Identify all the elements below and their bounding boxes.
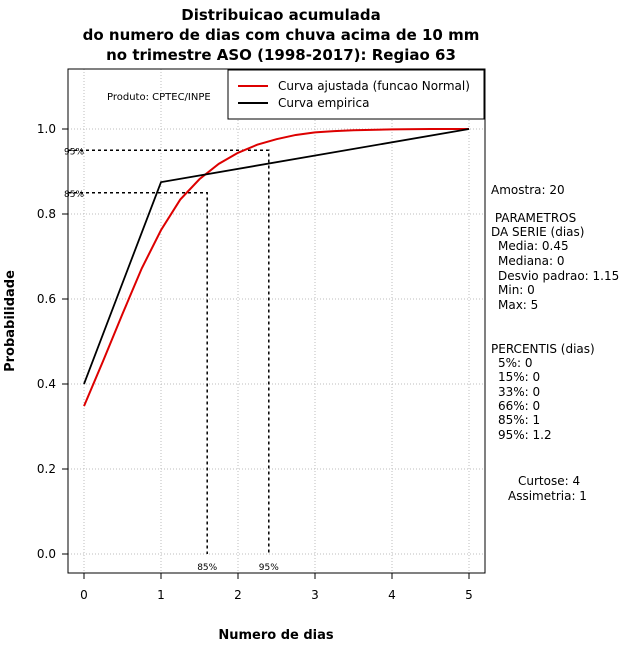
legend-label-empirical: Curva empirica xyxy=(278,96,369,110)
y-tick-label-0: 0.0 xyxy=(37,547,56,561)
x-axis-label: Numero de dias xyxy=(218,628,334,643)
percentile-5: 5%: 0 xyxy=(498,356,533,370)
kurtosis: Curtose: 4 xyxy=(518,474,581,488)
y-tick-label-1: 0.2 xyxy=(37,462,56,476)
stat-mean: Media: 0.45 xyxy=(498,239,569,253)
series-line-fitted-normal xyxy=(83,128,469,407)
y-tick-label-4: 0.8 xyxy=(37,207,56,221)
skewness: Assimetria: 1 xyxy=(508,489,587,503)
percentile-95: 95%: 1.2 xyxy=(498,428,552,442)
y-tick-label-5: 1.0 xyxy=(37,122,56,136)
y-axis-label: Probabilidade xyxy=(3,270,18,372)
x-tick-label-1: 1 xyxy=(157,588,165,602)
reference-line-95 xyxy=(68,149,270,554)
percentile-85: 85%: 1 xyxy=(498,413,541,427)
legend-box xyxy=(227,69,485,120)
series-line-empirical xyxy=(83,128,470,385)
x-tick-label-3: 3 xyxy=(311,588,319,602)
sample-size: Amostra: 20 xyxy=(491,183,565,197)
reference-label-y-85: 85% xyxy=(64,190,84,200)
percentile-33: 33%: 0 xyxy=(498,385,541,399)
stat-max: Max: 5 xyxy=(498,298,539,312)
percentiles-title: PERCENTIS (dias) xyxy=(491,342,595,356)
parameters-title: PARAMETROS DA SERIE (dias) xyxy=(491,211,585,239)
chart-title-line-2: do numero de dias com chuva acima de 10 … xyxy=(83,26,480,44)
x-tick-label-0: 0 xyxy=(80,588,88,602)
reference-label-x-85: 85% xyxy=(197,563,217,573)
percentile-66: 66%: 0 xyxy=(498,399,541,413)
chart-title-line-3: no trimestre ASO (1998-2017): Regiao 63 xyxy=(106,46,456,64)
percentile-15: 15%: 0 xyxy=(498,370,541,384)
x-tick-label-4: 4 xyxy=(388,588,396,602)
y-tick-label-3: 0.6 xyxy=(37,292,56,306)
legend-label-fitted-normal: Curva ajustada (funcao Normal) xyxy=(278,79,470,93)
reference-label-x-95: 95% xyxy=(259,563,279,573)
y-tick-label-2: 0.4 xyxy=(37,377,56,391)
reference-label-y-95: 95% xyxy=(64,147,84,157)
chart-title-line-1: Distribuicao acumulada xyxy=(181,6,380,24)
plot-frame xyxy=(67,68,486,574)
reference-line-85 xyxy=(68,192,208,554)
x-tick-label-2: 2 xyxy=(234,588,242,602)
product-label: Produto: CPTEC/INPE xyxy=(107,92,211,103)
stat-stddev: Desvio padrao: 1.15 xyxy=(498,269,620,283)
stat-median: Mediana: 0 xyxy=(498,254,565,268)
stat-min: Min: 0 xyxy=(498,283,535,297)
x-tick-label-5: 5 xyxy=(465,588,473,602)
